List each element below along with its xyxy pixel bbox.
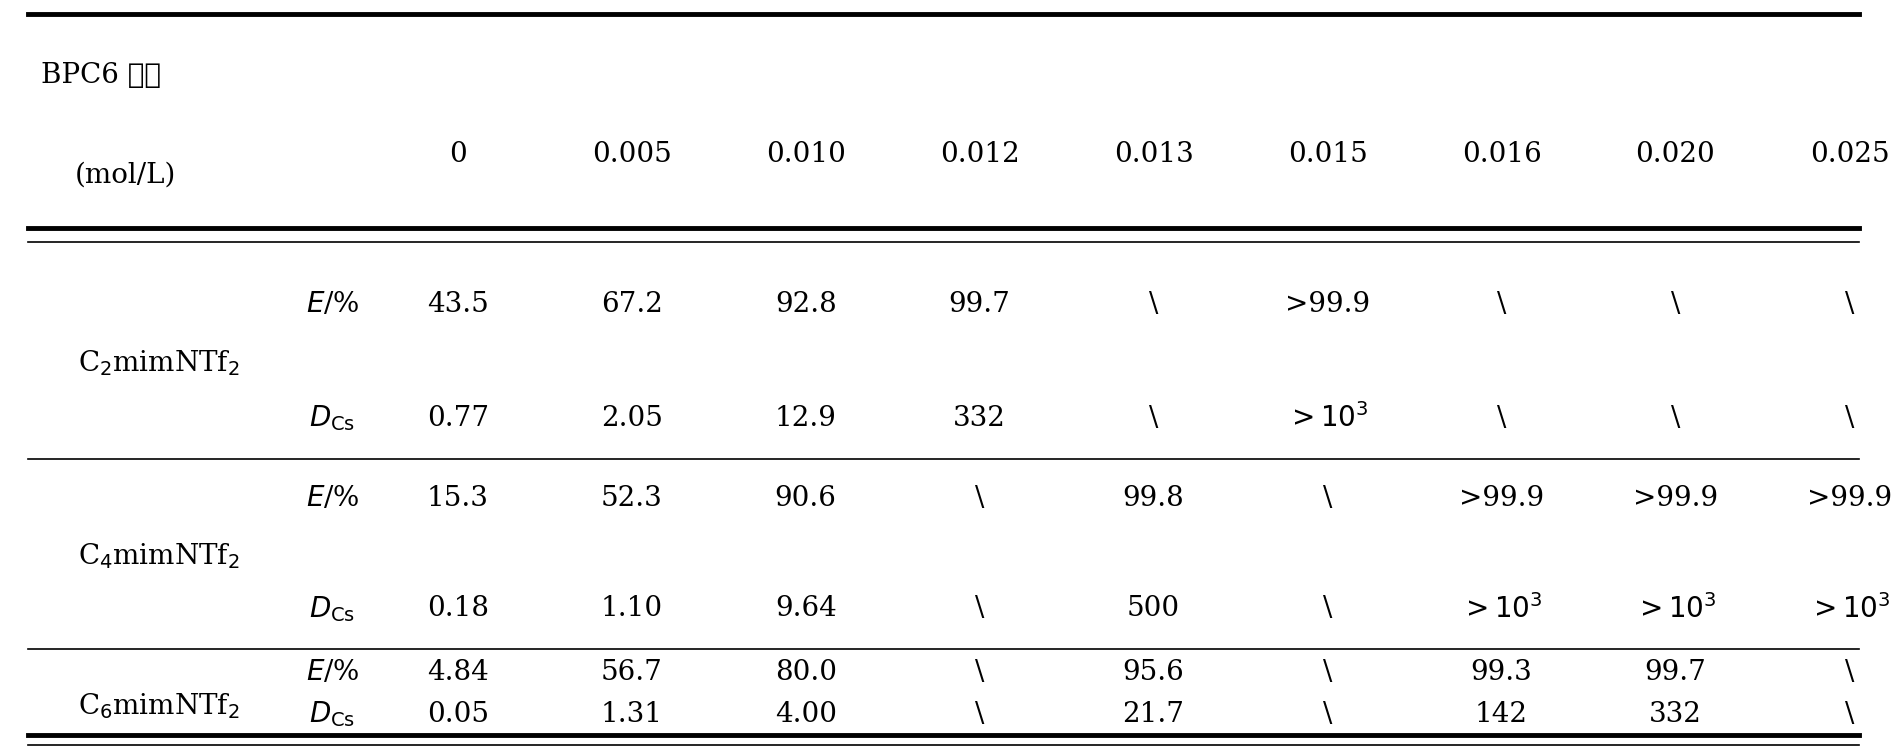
Text: 2.05: 2.05 xyxy=(601,404,662,432)
Text: \: \ xyxy=(1845,701,1854,727)
Text: 52.3: 52.3 xyxy=(601,485,662,512)
Text: \: \ xyxy=(1845,659,1854,686)
Text: 0: 0 xyxy=(449,141,466,169)
Text: C$_4$mimNTf$_2$: C$_4$mimNTf$_2$ xyxy=(78,541,239,571)
Text: 95.6: 95.6 xyxy=(1122,659,1185,686)
Text: 0.18: 0.18 xyxy=(427,596,489,622)
Text: $E$/%: $E$/% xyxy=(305,485,360,512)
Text: \: \ xyxy=(1149,404,1158,432)
Text: 332: 332 xyxy=(954,404,1007,432)
Text: 12.9: 12.9 xyxy=(775,404,836,432)
Text: 1.31: 1.31 xyxy=(601,701,664,727)
Text: 21.7: 21.7 xyxy=(1122,701,1185,727)
Text: 0.05: 0.05 xyxy=(427,701,489,727)
Text: 80.0: 80.0 xyxy=(775,659,836,686)
Text: 9.64: 9.64 xyxy=(775,596,836,622)
Text: (mol/L): (mol/L) xyxy=(74,162,176,188)
Text: \: \ xyxy=(975,659,984,686)
Text: \: \ xyxy=(1496,290,1505,318)
Text: >99.9: >99.9 xyxy=(1632,485,1718,512)
Text: 43.5: 43.5 xyxy=(427,290,489,318)
Text: 99.3: 99.3 xyxy=(1471,659,1532,686)
Text: \: \ xyxy=(1323,659,1333,686)
Text: \: \ xyxy=(1323,701,1333,727)
Text: 15.3: 15.3 xyxy=(427,485,489,512)
Text: 500: 500 xyxy=(1126,596,1179,622)
Text: $E$/%: $E$/% xyxy=(305,659,360,686)
Text: \: \ xyxy=(1845,290,1854,318)
Text: \: \ xyxy=(975,485,984,512)
Text: >99.9: >99.9 xyxy=(1807,485,1892,512)
Text: 99.8: 99.8 xyxy=(1122,485,1185,512)
Text: \: \ xyxy=(1323,485,1333,512)
Text: \: \ xyxy=(1149,290,1158,318)
Text: C$_2$mimNTf$_2$: C$_2$mimNTf$_2$ xyxy=(78,348,239,378)
Text: \: \ xyxy=(1496,404,1505,432)
Text: BPC6 浓度: BPC6 浓度 xyxy=(42,61,161,88)
Text: 0.025: 0.025 xyxy=(1809,141,1888,169)
Text: 99.7: 99.7 xyxy=(948,290,1011,318)
Text: 0.015: 0.015 xyxy=(1287,141,1367,169)
Text: 1.10: 1.10 xyxy=(601,596,664,622)
Text: \: \ xyxy=(1323,596,1333,622)
Text: $>10^{3}$: $>10^{3}$ xyxy=(1809,594,1890,624)
Text: \: \ xyxy=(1845,404,1854,432)
Text: \: \ xyxy=(975,596,984,622)
Text: \: \ xyxy=(975,701,984,727)
Text: $D_{\mathrm{Cs}}$: $D_{\mathrm{Cs}}$ xyxy=(309,403,356,433)
Text: 0.013: 0.013 xyxy=(1113,141,1193,169)
Text: 56.7: 56.7 xyxy=(601,659,662,686)
Text: $>10^{3}$: $>10^{3}$ xyxy=(1285,403,1369,433)
Text: 0.77: 0.77 xyxy=(427,404,489,432)
Text: 4.00: 4.00 xyxy=(775,701,836,727)
Text: >99.9: >99.9 xyxy=(1285,290,1371,318)
Text: 92.8: 92.8 xyxy=(775,290,836,318)
Text: $>10^{3}$: $>10^{3}$ xyxy=(1634,594,1716,624)
Text: 99.7: 99.7 xyxy=(1644,659,1706,686)
Text: 142: 142 xyxy=(1475,701,1528,727)
Text: 0.020: 0.020 xyxy=(1636,141,1716,169)
Text: 90.6: 90.6 xyxy=(775,485,836,512)
Text: 0.005: 0.005 xyxy=(592,141,671,169)
Text: \: \ xyxy=(1670,290,1680,318)
Text: $D_{\mathrm{Cs}}$: $D_{\mathrm{Cs}}$ xyxy=(309,699,356,729)
Text: 4.84: 4.84 xyxy=(427,659,489,686)
Text: 67.2: 67.2 xyxy=(601,290,662,318)
Text: $E$/%: $E$/% xyxy=(305,290,360,318)
Text: 0.010: 0.010 xyxy=(766,141,846,169)
Text: C$_6$mimNTf$_2$: C$_6$mimNTf$_2$ xyxy=(78,691,239,721)
Text: >99.9: >99.9 xyxy=(1458,485,1543,512)
Text: $>10^{3}$: $>10^{3}$ xyxy=(1460,594,1543,624)
Text: 0.012: 0.012 xyxy=(940,141,1020,169)
Text: $D_{\mathrm{Cs}}$: $D_{\mathrm{Cs}}$ xyxy=(309,594,356,624)
Text: \: \ xyxy=(1670,404,1680,432)
Text: 332: 332 xyxy=(1650,701,1703,727)
Text: 0.016: 0.016 xyxy=(1462,141,1541,169)
